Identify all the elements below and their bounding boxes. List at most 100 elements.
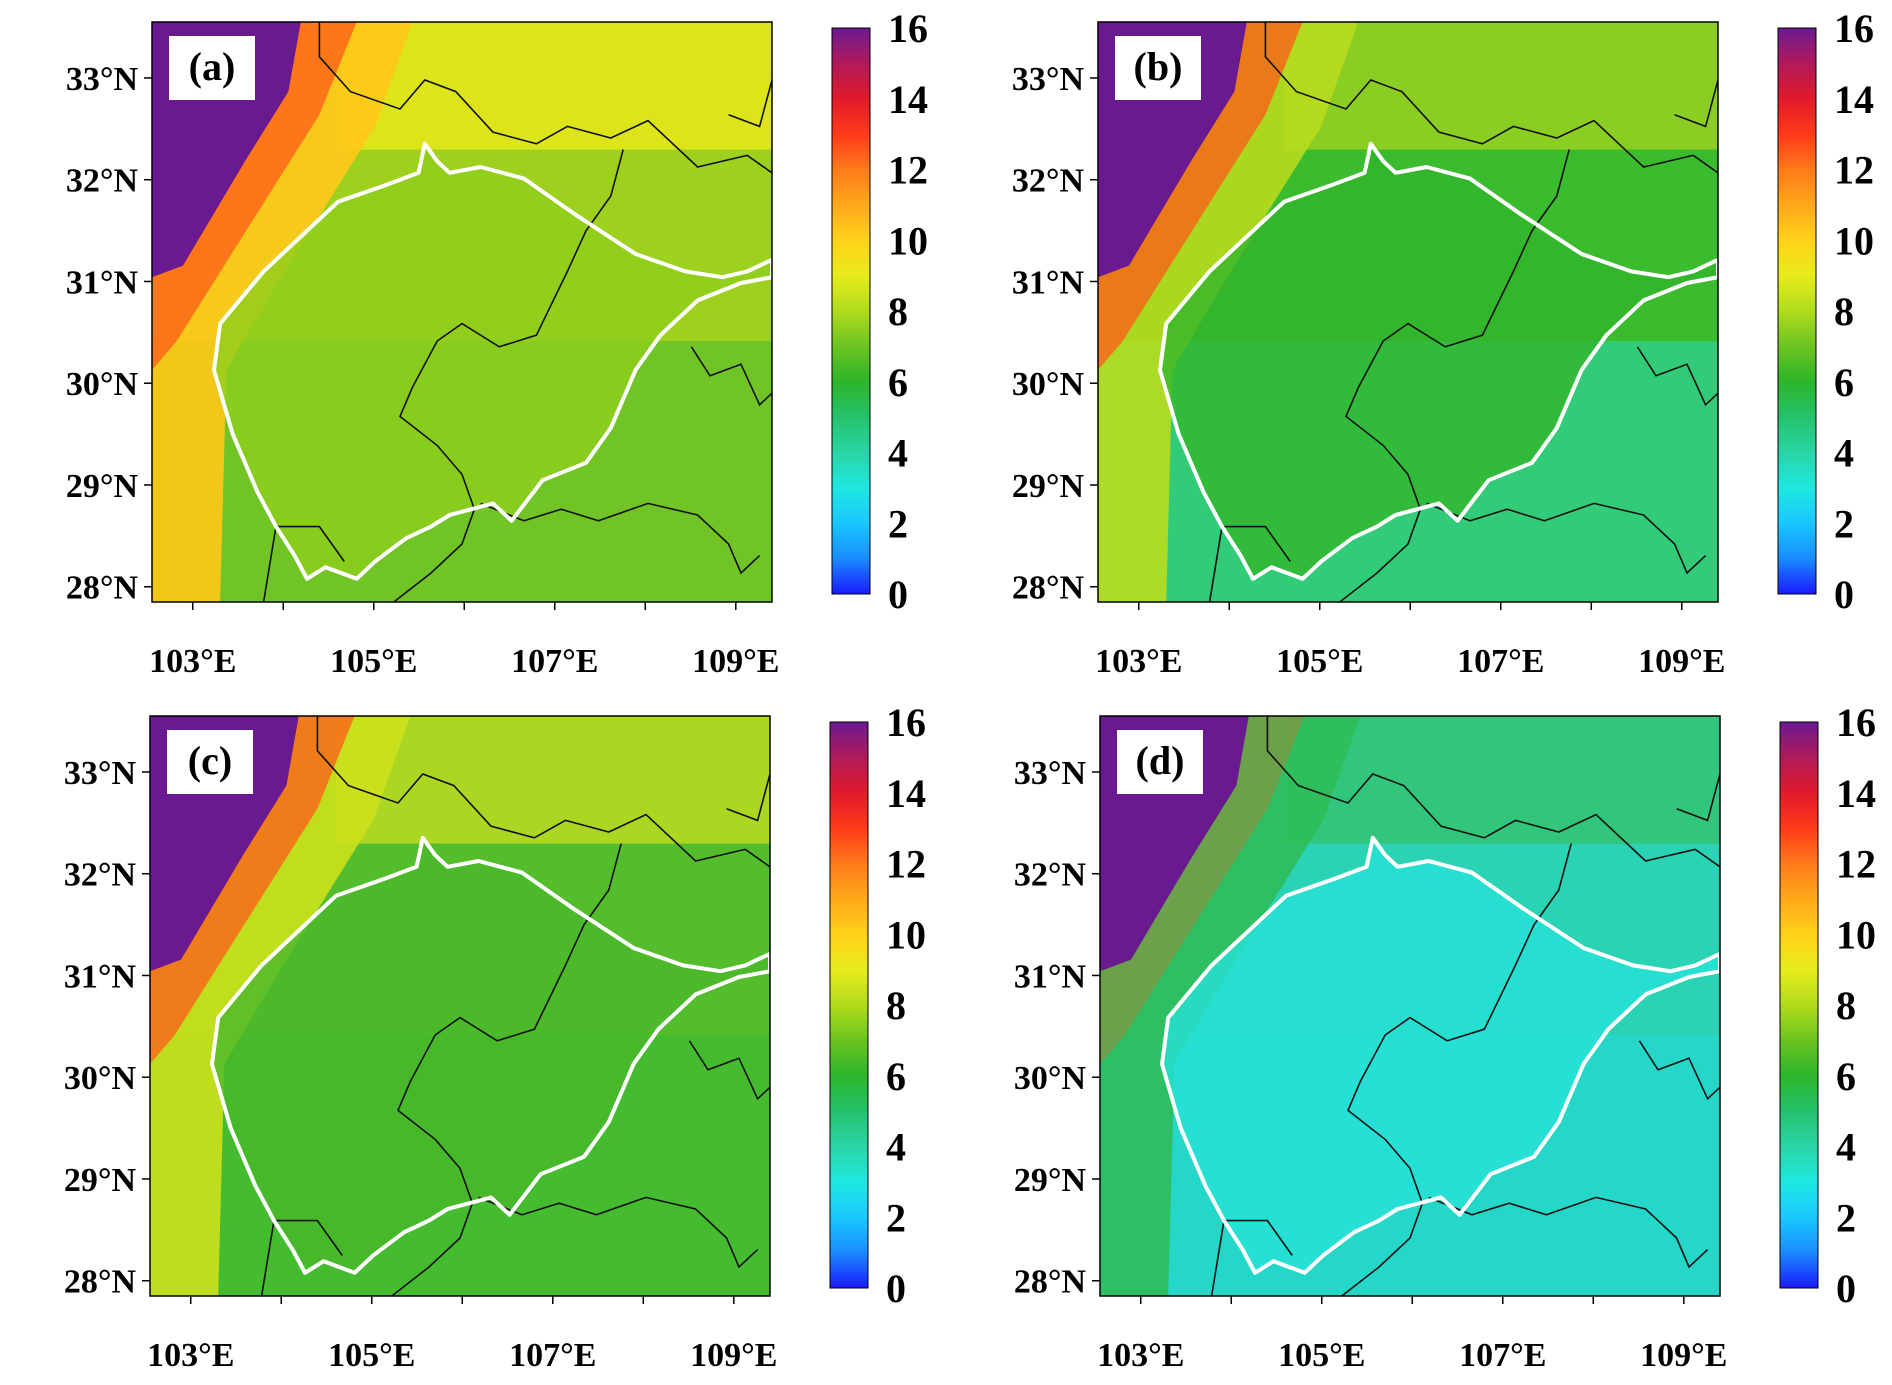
lat-tick-label: 32°N (1014, 857, 1087, 894)
northern-region (1284, 22, 1718, 150)
colorbar-body (829, 721, 869, 1289)
province-border (728, 79, 772, 128)
lat-tick-label: 28°N (66, 570, 139, 607)
province-border (1676, 773, 1720, 822)
map-field (1100, 716, 1720, 1296)
colorbar-tick-label: 2 (1834, 501, 1854, 546)
lon-tick-label: 103°E (1095, 643, 1182, 680)
colorbar: 0 2 4 6 8 10 12 14 16 (831, 6, 928, 617)
panel-label: (d) (1117, 730, 1203, 794)
map-field (150, 716, 770, 1296)
panel-label-text: (b) (1134, 44, 1183, 89)
province-border (1208, 525, 1291, 602)
lat-tick-label: 31°N (1012, 264, 1085, 301)
province-border (1426, 502, 1707, 575)
lat-tick-label: 32°N (1012, 163, 1085, 200)
colorbar: 0 2 4 6 8 10 12 14 16 (1779, 700, 1876, 1311)
northern-region (336, 716, 770, 844)
colorbar-tick-label: 6 (888, 360, 908, 405)
province-border (1428, 1196, 1709, 1269)
lon-tick-label: 107°E (509, 1337, 596, 1374)
colorbar-tick-label: 0 (1836, 1266, 1856, 1311)
lat-tick-label: 31°N (66, 264, 139, 301)
colorbar-tick-label: 16 (1836, 700, 1876, 745)
lat-tick-label: 30°N (1014, 1060, 1087, 1097)
panel-label-text: (a) (189, 44, 236, 89)
province-border (393, 149, 624, 602)
lat-tick-label: 29°N (66, 468, 139, 505)
panel-label-box (1117, 730, 1203, 794)
lat-tick-label: 33°N (1012, 61, 1085, 98)
colorbar-tick-label: 2 (886, 1195, 906, 1240)
colorbar-tick-label: 16 (886, 700, 926, 745)
province-border (318, 22, 772, 174)
colorbar-tick-label: 4 (888, 431, 908, 476)
panel-label-text: (c) (188, 738, 232, 783)
lat-tick-label: 33°N (1014, 755, 1087, 792)
panel-label: (a) (169, 36, 255, 100)
colorbar-tick-label: 8 (1834, 289, 1854, 334)
province-border (690, 346, 772, 407)
lat-tick-label: 29°N (64, 1162, 137, 1199)
colorbar-body (1777, 27, 1817, 595)
colorbar-tick-label: 6 (1836, 1054, 1856, 1099)
province-border (262, 525, 345, 602)
lon-tick-label: 105°E (330, 643, 417, 680)
colorbar-tick-label: 4 (1836, 1125, 1856, 1170)
map-frame (151, 21, 773, 603)
colorbar-tick-label: 4 (1834, 431, 1854, 476)
colorbar-tick-label: 6 (886, 1054, 906, 1099)
lon-tick-label: 105°E (1276, 643, 1363, 680)
lon-tick-label: 105°E (328, 1337, 415, 1374)
lon-tick-label: 109°E (690, 1337, 777, 1374)
basin-boundary (212, 141, 772, 581)
colorbar-tick-label: 8 (1836, 983, 1856, 1028)
lat-tick-label: 31°N (1014, 958, 1087, 995)
map-panel: (b) 28°N 29°N 30°N 31°N 32°N 33°N 103°E 105°E 107… (1012, 21, 1725, 680)
province-border (391, 843, 622, 1296)
lat-tick-label: 30°N (1012, 366, 1085, 403)
map-frame (1097, 21, 1719, 603)
lon-tick-label: 109°E (1638, 643, 1725, 680)
lat-tick-label: 33°N (64, 755, 137, 792)
northern-region (338, 22, 772, 150)
colorbar: 0 2 4 6 8 10 12 14 16 (829, 700, 926, 1311)
colorbar-tick-label: 2 (888, 501, 908, 546)
lon-tick-label: 107°E (511, 643, 598, 680)
panel-label-box (169, 36, 255, 100)
basin-boundary (1158, 141, 1718, 581)
colorbar: 0 2 4 6 8 10 12 14 16 (1777, 6, 1874, 617)
lat-tick-label: 30°N (64, 1060, 137, 1097)
panel-label-box (167, 730, 253, 794)
colorbar-tick-label: 16 (1834, 6, 1874, 51)
northern-region (1286, 716, 1720, 844)
colorbar-tick-label: 10 (1836, 912, 1876, 957)
colorbar-tick-label: 12 (1834, 148, 1874, 193)
lat-tick-label: 28°N (1014, 1264, 1087, 1301)
province-border (1339, 149, 1570, 602)
map-field (1098, 22, 1718, 602)
lon-tick-label: 109°E (1640, 1337, 1727, 1374)
colorbar-tick-label: 12 (886, 842, 926, 887)
province-border (1210, 1219, 1293, 1296)
colorbar-tick-label: 6 (1834, 360, 1854, 405)
lon-tick-label: 103°E (149, 643, 236, 680)
basin-boundary (210, 835, 770, 1275)
lat-tick-label: 29°N (1014, 1162, 1087, 1199)
colorbar-tick-label: 12 (1836, 842, 1876, 887)
colorbar-tick-label: 0 (888, 572, 908, 617)
lat-tick-label: 32°N (64, 857, 137, 894)
lon-tick-label: 107°E (1457, 643, 1544, 680)
colorbar-tick-label: 10 (1834, 218, 1874, 263)
lon-tick-label: 107°E (1459, 1337, 1546, 1374)
province-border (1674, 79, 1718, 128)
colorbar-tick-label: 14 (886, 771, 926, 816)
lat-tick-label: 29°N (1012, 468, 1085, 505)
colorbar-tick-label: 12 (888, 148, 928, 193)
province-border (316, 716, 770, 868)
province-border (726, 773, 770, 822)
lat-tick-label: 31°N (64, 958, 137, 995)
map-panel: (c) 28°N 29°N 30°N 31°N 32°N 33°N 103°E 105°E 107… (64, 715, 777, 1374)
panel-label-box (1115, 36, 1201, 100)
